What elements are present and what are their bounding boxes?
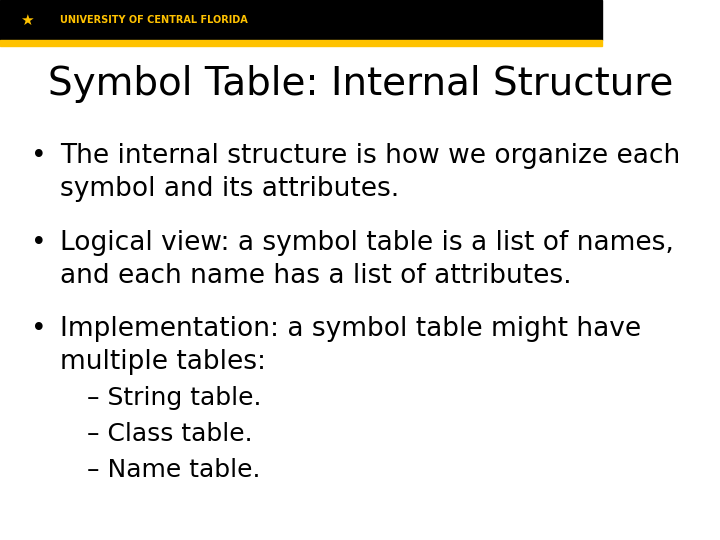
Bar xyxy=(0,40,602,46)
Text: •: • xyxy=(31,143,47,169)
Text: Symbol Table: Internal Structure: Symbol Table: Internal Structure xyxy=(48,65,673,103)
Text: •: • xyxy=(31,316,47,342)
Text: Implementation: a symbol table might have
multiple tables:: Implementation: a symbol table might hav… xyxy=(60,316,642,375)
Text: UNIVERSITY OF CENTRAL FLORIDA: UNIVERSITY OF CENTRAL FLORIDA xyxy=(60,15,248,25)
Text: ★: ★ xyxy=(20,12,34,28)
Text: Logical view: a symbol table is a list of names,
and each name has a list of att: Logical view: a symbol table is a list o… xyxy=(60,230,674,288)
Text: •: • xyxy=(31,230,47,255)
Text: – Name table.: – Name table. xyxy=(87,458,261,482)
Text: – String table.: – String table. xyxy=(87,386,262,410)
Text: The internal structure is how we organize each
symbol and its attributes.: The internal structure is how we organiz… xyxy=(60,143,680,202)
Text: – Class table.: – Class table. xyxy=(87,422,253,446)
Bar xyxy=(0,0,602,40)
